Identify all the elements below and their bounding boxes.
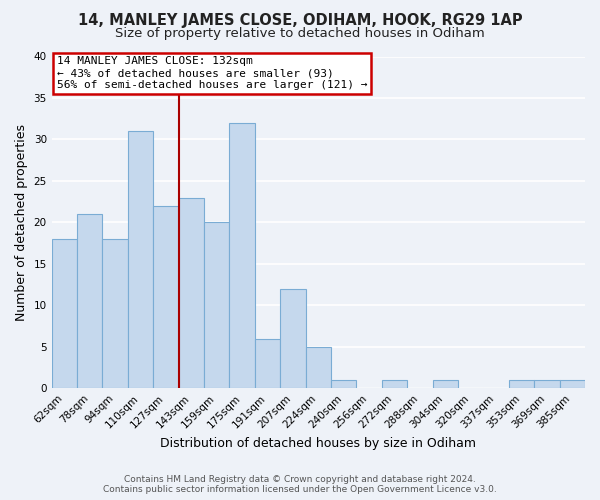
Bar [305, 347, 331, 389]
Text: 14, MANLEY JAMES CLOSE, ODIHAM, HOOK, RG29 1AP: 14, MANLEY JAMES CLOSE, ODIHAM, HOOK, RG… [77, 12, 523, 28]
Text: Size of property relative to detached houses in Odiham: Size of property relative to detached ho… [115, 28, 485, 40]
Bar [204, 222, 229, 388]
Bar [509, 380, 534, 388]
Bar [153, 206, 179, 388]
Bar [77, 214, 103, 388]
Bar [128, 131, 153, 388]
Bar [331, 380, 356, 388]
Text: Contains HM Land Registry data © Crown copyright and database right 2024.
Contai: Contains HM Land Registry data © Crown c… [103, 474, 497, 494]
Bar [560, 380, 585, 388]
Bar [382, 380, 407, 388]
Bar [179, 198, 204, 388]
Text: 14 MANLEY JAMES CLOSE: 132sqm
← 43% of detached houses are smaller (93)
56% of s: 14 MANLEY JAMES CLOSE: 132sqm ← 43% of d… [57, 56, 367, 90]
Y-axis label: Number of detached properties: Number of detached properties [15, 124, 28, 321]
X-axis label: Distribution of detached houses by size in Odiham: Distribution of detached houses by size … [160, 437, 476, 450]
Bar [280, 289, 305, 388]
Bar [534, 380, 560, 388]
Bar [229, 123, 255, 388]
Bar [255, 338, 280, 388]
Bar [52, 239, 77, 388]
Bar [433, 380, 458, 388]
Bar [103, 239, 128, 388]
